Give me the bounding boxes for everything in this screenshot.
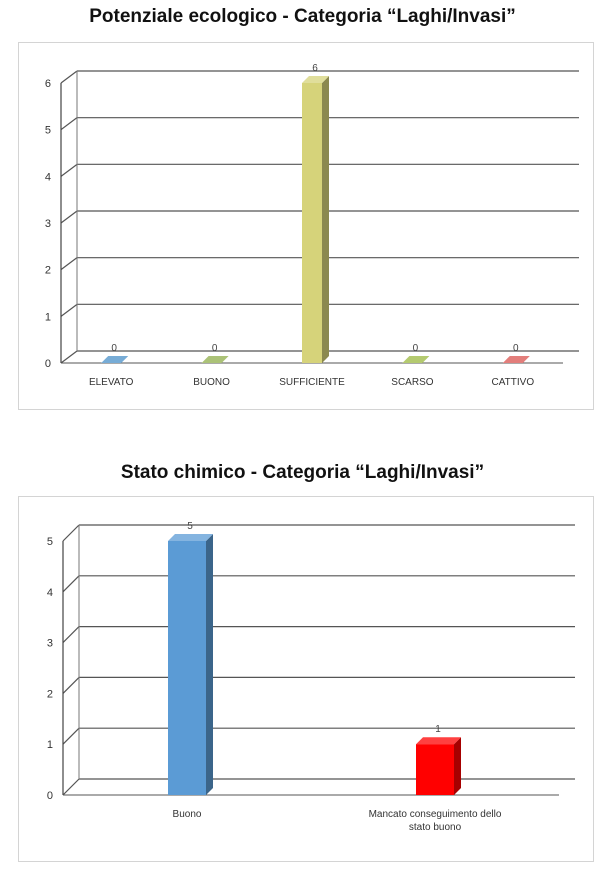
bar-sufficiente bbox=[302, 76, 329, 363]
y-tick-label: 3 bbox=[47, 638, 53, 650]
bar-side bbox=[206, 534, 213, 795]
data-label: 0 bbox=[111, 343, 117, 354]
data-label: 0 bbox=[413, 343, 419, 354]
gridline-depth bbox=[60, 70, 78, 84]
y-tick-label: 0 bbox=[45, 358, 51, 370]
x-category-label: CATTIVO bbox=[492, 377, 535, 388]
bar-top bbox=[101, 356, 129, 363]
bar-scarso bbox=[402, 356, 430, 364]
bar-front bbox=[302, 83, 322, 363]
chart-title-stato-chimico: Stato chimico - Categoria “Laghi/Invasi” bbox=[120, 462, 485, 483]
x-category-label: SCARSO bbox=[391, 377, 433, 388]
chart-panel-potenziale-ecologico: 0 1 2 3 4 5 6 0 ELEVATO 0 BUONO 6 SUFFICIENTE 0 SCARSO… bbox=[18, 42, 594, 410]
bar-top bbox=[416, 737, 461, 745]
gridline-depth bbox=[60, 350, 78, 364]
gridline-depth bbox=[62, 778, 80, 796]
data-label: 6 bbox=[312, 63, 318, 74]
bar-top bbox=[168, 534, 213, 541]
data-label: 5 bbox=[187, 521, 193, 532]
bar-mancato-conseguimento-dello-stato-buono bbox=[416, 737, 461, 795]
gridline-depth bbox=[62, 524, 80, 542]
bar-buono bbox=[168, 534, 213, 795]
gridline-depth bbox=[62, 575, 80, 593]
gridline-depth bbox=[62, 626, 80, 644]
bar-top bbox=[302, 76, 329, 83]
bar-side bbox=[454, 737, 461, 795]
gridline-depth bbox=[60, 257, 78, 271]
gridline-depth bbox=[60, 210, 78, 224]
gridline-depth bbox=[60, 163, 78, 177]
y-tick-label: 1 bbox=[45, 311, 51, 323]
bar-chart-potenziale-ecologico: 0 1 2 3 4 5 6 0 ELEVATO 0 BUONO 6 SUFFICIENTE 0 SCARSO… bbox=[45, 63, 579, 388]
bar-chart-stato-chimico: 0 1 2 3 4 5 5 Buono 1 Mancato conseguimento dello… bbox=[47, 521, 575, 833]
gridline-depth bbox=[60, 117, 78, 131]
y-tick-label: 5 bbox=[47, 536, 53, 548]
bar-top bbox=[402, 356, 430, 363]
data-label: 0 bbox=[513, 343, 519, 354]
y-tick-label: 2 bbox=[45, 265, 51, 277]
bar-top bbox=[502, 356, 530, 363]
gridline-depth bbox=[60, 303, 78, 317]
y-tick-label: 1 bbox=[47, 739, 53, 751]
bar-cattivo bbox=[502, 356, 530, 364]
bar-buono bbox=[201, 356, 229, 364]
data-label: 0 bbox=[212, 343, 218, 354]
x-category-label: BUONO bbox=[193, 377, 230, 388]
gridline-depth bbox=[62, 727, 80, 745]
bar-elevato bbox=[101, 356, 129, 364]
gridline-depth bbox=[62, 676, 80, 694]
y-tick-label: 0 bbox=[47, 790, 53, 802]
x-category-label: Mancato conseguimento dello stato buono bbox=[369, 809, 502, 833]
x-category-label: SUFFICIENTE bbox=[279, 377, 345, 388]
data-label: 1 bbox=[435, 724, 441, 735]
bar-front bbox=[416, 744, 454, 795]
y-tick-label: 3 bbox=[45, 218, 51, 230]
chart-title-potenziale-ecologico: Potenziale ecologico - Categoria “Laghi/… bbox=[89, 6, 516, 27]
y-tick-label: 4 bbox=[47, 587, 53, 599]
y-tick-label: 4 bbox=[45, 171, 51, 183]
bar-top bbox=[201, 356, 229, 363]
y-tick-label: 6 bbox=[45, 78, 51, 90]
y-tick-label: 5 bbox=[45, 125, 51, 137]
x-category-label: ELEVATO bbox=[89, 377, 134, 388]
x-category-label: Buono bbox=[173, 809, 202, 820]
chart-panel-stato-chimico: 0 1 2 3 4 5 5 Buono 1 Mancato conseguimento dello… bbox=[18, 496, 594, 862]
bar-side bbox=[322, 76, 329, 363]
bar-front bbox=[168, 541, 206, 795]
y-tick-label: 2 bbox=[47, 688, 53, 700]
